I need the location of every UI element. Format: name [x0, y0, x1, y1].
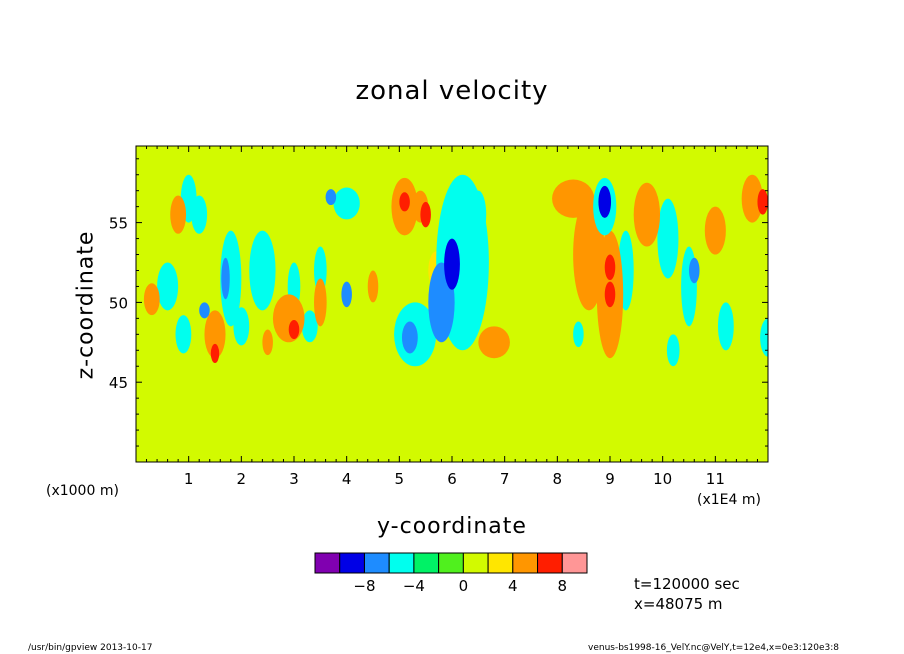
contour-patch	[760, 318, 768, 357]
y-tick-label: 50	[109, 294, 128, 312]
contour-patch	[689, 257, 700, 284]
footer-left: /usr/bin/gpview 2013-10-17	[28, 643, 153, 653]
contour-patch	[333, 187, 360, 220]
colorbar-tick-label: 4	[508, 577, 518, 595]
x-tick-label: 10	[653, 470, 672, 488]
contour-patch	[633, 182, 661, 247]
contour-patch	[704, 206, 726, 255]
contour-patch	[175, 315, 192, 354]
contour-patch	[170, 195, 187, 234]
position-info: x=48075 m	[634, 595, 723, 613]
contour-field	[136, 146, 768, 462]
contour-patch	[367, 270, 379, 303]
x-unit-label: (x1000 m)	[46, 483, 119, 499]
contour-patch	[399, 192, 410, 212]
colorbar-tick-label: 8	[557, 577, 567, 595]
contour-patch	[220, 230, 242, 327]
contour-patch	[210, 343, 220, 364]
contour-patch	[401, 321, 418, 354]
x-axis-label: y-coordinate	[377, 514, 527, 539]
contour-patch	[341, 281, 352, 308]
y-axis-label: z-coordinate	[73, 230, 99, 380]
x-tick-label: 6	[447, 470, 457, 488]
contour-patch	[717, 302, 734, 351]
x-tick-label: 2	[237, 470, 247, 488]
colorbar-swatch	[388, 552, 415, 574]
colorbar-swatch	[314, 552, 341, 574]
colorbar-swatch	[339, 552, 365, 574]
contour-patch	[143, 283, 160, 316]
contour-patch	[288, 319, 300, 340]
contour-patch	[314, 278, 327, 327]
y-unit-label: (x1E4 m)	[697, 492, 761, 508]
contour-patch	[204, 310, 226, 359]
x-tick-label: 9	[605, 470, 615, 488]
x-tick-label: 11	[706, 470, 725, 488]
chart-title: zonal velocity	[355, 76, 549, 106]
contour-patch	[301, 310, 318, 343]
contour-patch	[272, 294, 305, 343]
contour-patch	[604, 281, 616, 308]
contour-patch	[666, 334, 680, 367]
x-tick-label: 4	[342, 470, 352, 488]
contour-patch	[573, 321, 584, 348]
colorbar-swatch	[438, 552, 464, 574]
colorbar-swatch	[561, 552, 588, 574]
contour-patch	[741, 174, 763, 223]
colorbar-swatch	[487, 552, 514, 574]
contour-patch	[157, 262, 179, 311]
colorbar-swatch	[363, 552, 390, 574]
contour-patch	[604, 254, 616, 281]
contour-patch	[478, 326, 510, 359]
colorbar-swatch	[413, 552, 440, 574]
x-tick-label: 7	[500, 470, 510, 488]
colorbar: −8 −4 0 4 8	[314, 552, 588, 595]
contour-patch	[221, 257, 230, 300]
colorbar-tick-label: 0	[459, 577, 469, 595]
x-tick-label: 1	[184, 470, 194, 488]
x-tick-label: 8	[553, 470, 563, 488]
contour-patch	[444, 238, 460, 290]
footer-right: venus-bs1998-16_VelY.nc@VelY,t=12e4,x=0e…	[588, 643, 839, 653]
colorbar-swatch	[512, 552, 539, 574]
contour-patch	[233, 307, 250, 346]
contour-patch	[470, 190, 487, 239]
y-tick-label: 55	[109, 215, 128, 233]
contour-patch	[657, 198, 679, 279]
colorbar-swatch	[537, 552, 563, 574]
contour-patch	[757, 189, 768, 215]
contour-patch	[249, 230, 276, 311]
contour-patch	[199, 302, 210, 319]
contour-patch	[325, 189, 337, 206]
y-tick-label: 45	[109, 374, 128, 392]
contour-patch	[420, 201, 431, 228]
x-tick-label: 3	[289, 470, 299, 488]
x-tick-label: 5	[395, 470, 405, 488]
contour-patch	[598, 185, 612, 218]
contour-patch	[262, 329, 273, 356]
colorbar-tick-label: −8	[353, 577, 375, 595]
colorbar-tick-label: −4	[403, 577, 425, 595]
time-info: t=120000 sec	[634, 575, 740, 593]
colorbar-swatch	[462, 552, 489, 574]
